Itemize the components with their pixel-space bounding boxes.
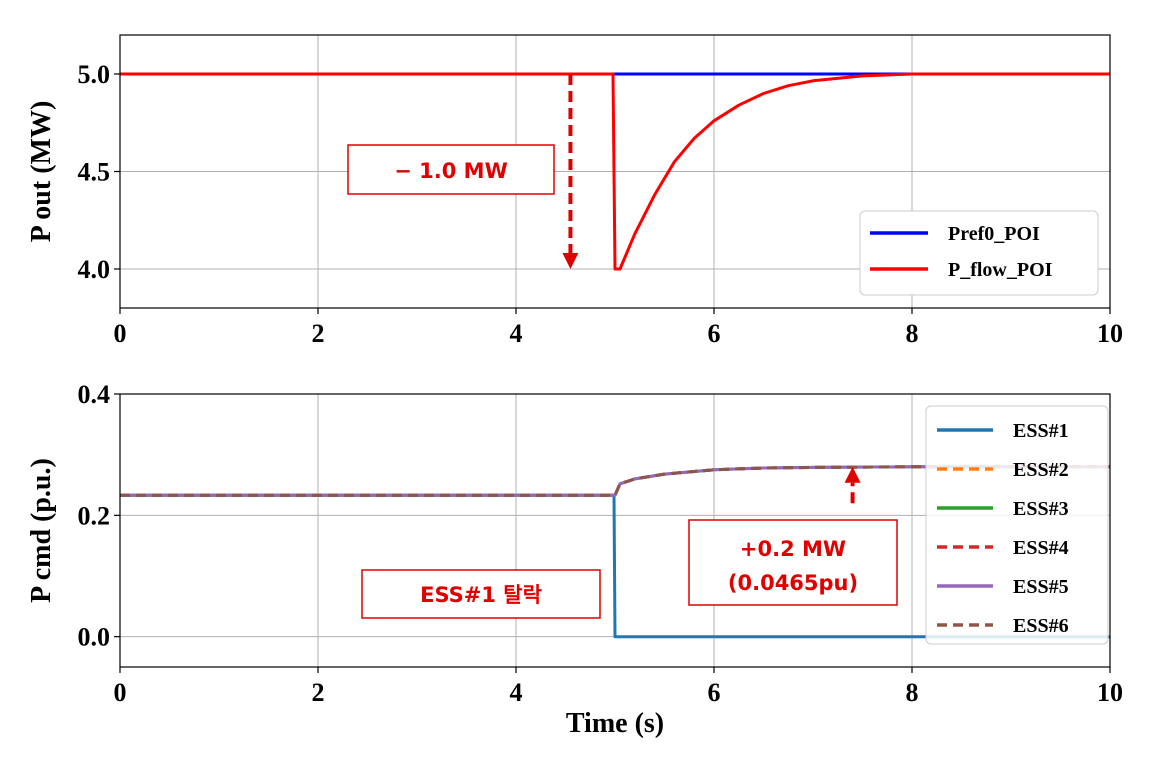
series-line-ess-6 <box>120 465 1110 497</box>
x-tick-label: 2 <box>312 678 325 707</box>
x-tick-label: 4 <box>510 678 523 707</box>
drop-annotation-label: − 1.0 MW <box>394 159 507 183</box>
x-tick-label: 8 <box>906 678 919 707</box>
x-tick-label: 10 <box>1097 319 1123 348</box>
top-chart-ticks: 0 2 4 6 8 10 4.0 4.5 5.0 <box>78 60 1124 348</box>
drop-annotation-arrow-head <box>562 253 579 269</box>
legend-label-ess-1: ESS#1 <box>1013 420 1069 442</box>
bottom-chart-legend: ESS#1 ESS#2 ESS#3 ESS#4 ESS#5 ESS#6 <box>925 405 1109 645</box>
bottom-chart-series <box>120 465 1110 639</box>
x-tick-label: 10 <box>1097 678 1123 707</box>
series-line-p-flow-poi <box>120 72 1110 271</box>
trip-annotation-box <box>361 569 601 619</box>
increase-annotation: +0.2 MW (0.0465pu) <box>688 466 898 606</box>
x-tick-label: 0 <box>114 678 127 707</box>
x-tick-label: 0 <box>114 319 127 348</box>
legend-label-ess-2: ESS#2 <box>1013 459 1069 481</box>
bottom-chart-y-axis-title: P cmd (p.u.) <box>26 458 57 603</box>
x-tick-label: 8 <box>906 319 919 348</box>
top-chart-y-axis-title: P out (MW) <box>26 101 57 243</box>
legend-label-ess-4: ESS#4 <box>1013 537 1069 559</box>
y-tick-label: 0.0 <box>78 623 111 652</box>
legend-label-pref0-poi: Pref0_POI <box>948 223 1040 245</box>
top-chart-legend: Pref0_POI P_flow_POI <box>859 210 1099 296</box>
top-chart-series <box>120 72 1110 271</box>
bottom-chart-ticks: 0 2 4 6 8 10 0.0 0.2 0.4 <box>78 380 1124 707</box>
increase-annotation-line2: (0.0465pu) <box>728 571 858 595</box>
y-tick-label: 5.0 <box>78 60 111 89</box>
x-tick-label: 6 <box>708 319 721 348</box>
bottom-chart: 0 2 4 6 8 10 0.0 0.2 0.4 P cmd (p.u.) Time (s) E… <box>26 380 1123 739</box>
x-tick-label: 6 <box>708 678 721 707</box>
legend-label-ess-6: ESS#6 <box>1013 615 1069 637</box>
drop-annotation-box <box>347 144 555 195</box>
top-chart-annotation: − 1.0 MW <box>347 74 579 269</box>
bottom-chart-x-axis-title: Time (s) <box>566 708 664 739</box>
legend-label-ess-3: ESS#3 <box>1013 498 1069 520</box>
y-tick-label: 0.2 <box>78 501 111 530</box>
increase-annotation-arrow-head <box>844 466 861 483</box>
x-tick-label: 2 <box>312 319 325 348</box>
legend-label-ess-5: ESS#5 <box>1013 576 1069 598</box>
top-chart: 0 2 4 6 8 10 4.0 4.5 5.0 P out (MW) − 1.0 MW Pre… <box>26 34 1124 348</box>
bottom-chart-frame <box>119 393 1111 668</box>
y-tick-label: 4.5 <box>78 158 111 187</box>
increase-annotation-line1: +0.2 MW <box>740 537 846 561</box>
y-tick-label: 4.0 <box>78 255 111 284</box>
y-tick-label: 0.4 <box>78 380 111 409</box>
increase-annotation-box <box>688 519 898 606</box>
trip-annotation-label: ESS#1 탈락 <box>420 583 542 607</box>
x-tick-label: 4 <box>510 319 523 348</box>
trip-annotation: ESS#1 탈락 <box>361 569 601 619</box>
legend-label-p-flow-poi: P_flow_POI <box>948 259 1053 281</box>
